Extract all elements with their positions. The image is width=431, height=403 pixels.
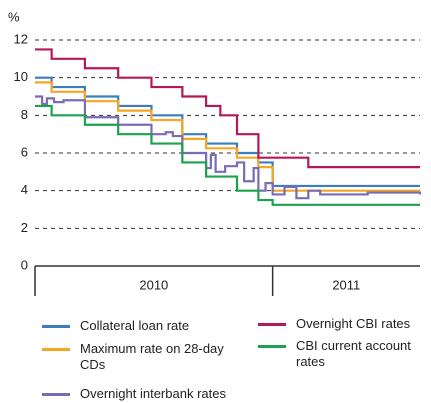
legend-item: CBI current account rates (258, 338, 431, 370)
legend-swatch (42, 348, 70, 351)
legend-swatch (258, 323, 286, 326)
legend-label: Overnight interbank rates (80, 386, 226, 401)
y-tick-label: 4 (21, 182, 28, 197)
y-unit: % (8, 9, 20, 24)
series-line (35, 48, 420, 169)
y-tick-label: 2 (21, 220, 28, 235)
legend-label: CBI current account rates (296, 338, 411, 369)
legend-item: Overnight CBI rates (258, 316, 431, 332)
legend-item: Maximum rate on 28-day CDs (42, 341, 240, 373)
x-tick-label: 2011 (332, 277, 360, 292)
chart: % 0 2 4 6 8 10 12 2010 2011 (8, 9, 422, 296)
x-tick-label: 2010 (139, 277, 168, 292)
series-line (35, 76, 420, 188)
legend-item: Collateral loan rate (42, 318, 240, 334)
legend-swatch (42, 325, 70, 328)
y-tick-label: 10 (14, 69, 28, 84)
legend-swatch (42, 393, 70, 396)
y-tick-label: 8 (21, 107, 28, 122)
legend-label: Collateral loan rate (80, 318, 190, 333)
series-line (35, 95, 422, 200)
series-line (35, 104, 420, 206)
series-line (35, 81, 420, 192)
y-tick-label: 12 (14, 31, 28, 46)
legend-item: Overnight interbank rates (42, 386, 280, 402)
legend-label: Overnight CBI rates (296, 316, 411, 331)
legend-label: Maximum rate on 28-day CDs (80, 341, 224, 372)
y-tick-label: 6 (21, 144, 28, 159)
legend-swatch (258, 345, 286, 348)
y-tick-label: 0 (21, 257, 28, 272)
